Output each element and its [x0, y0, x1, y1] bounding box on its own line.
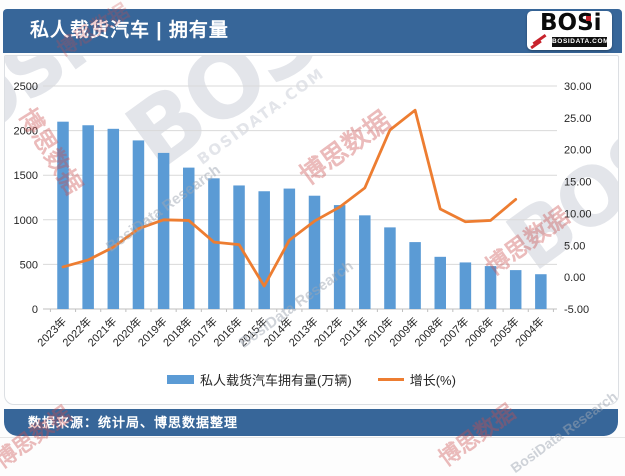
y-axis-right-tick-label: 30.00 [564, 81, 592, 93]
chart-panel: BOSi BOSIDATA.COM BOSi BOSi 0 500 1000 1500… [4, 55, 619, 405]
bar [107, 128, 120, 309]
chart-canvas: 0 500 1000 1500 2000 2500 -5.00 0.00 5.00 10.00 15… [14, 81, 592, 349]
bar [434, 256, 446, 309]
bar [535, 274, 547, 309]
y-axis-left-tick-label: 1000 [14, 215, 38, 227]
y-axis-left-tick-label: 500 [20, 259, 38, 271]
logo-wordmark: BOSi [540, 11, 602, 36]
x-axis-label: 2004年 [512, 314, 547, 349]
bar [459, 262, 472, 309]
logo-domain: BOSIDATA.COM [552, 37, 610, 47]
bar [82, 125, 94, 309]
y-axis-right-tick-label: 15.00 [564, 177, 592, 189]
bar [484, 266, 497, 309]
header-bar: 私人载货汽车 | 拥有量 BOSi BOSIDATA.COM [3, 9, 622, 53]
bar [359, 215, 371, 309]
bosi-logo: BOSi BOSIDATA.COM [527, 11, 612, 50]
bar [183, 167, 195, 309]
bar [509, 270, 522, 309]
bar [132, 140, 145, 309]
data-source-note: 数据来源：统计局、博思数据整理 [28, 415, 239, 430]
bar [308, 195, 321, 309]
y-axis-left-tick-label: 2500 [14, 81, 38, 93]
y-axis-right-tick-label: 10.00 [564, 208, 592, 220]
y-axis-left-tick-label: 2000 [14, 126, 38, 138]
y-axis-right-tick-label: -5.00 [564, 304, 589, 316]
legend-line-label: 增长(%) [409, 373, 456, 388]
chart-legend: 私人载货汽车拥有量(万辆) 增长(%) [5, 370, 618, 389]
y-axis-left-tick-label: 0 [32, 304, 38, 316]
y-axis-right-tick-label: 25.00 [564, 113, 592, 125]
legend-bar-swatch [167, 375, 195, 384]
y-axis-right-tick-label: 20.00 [564, 145, 592, 157]
bar [208, 178, 220, 309]
legend-item-bars: 私人载货汽车拥有量(万辆) [167, 370, 352, 389]
legend-line-swatch [377, 378, 404, 381]
y-axis-right-tick-label: 5.00 [564, 240, 585, 252]
footer-bar: 数据来源：统计局、博思数据整理 [4, 409, 618, 436]
bar [157, 152, 170, 309]
y-axis-right-tick-label: 0.00 [564, 272, 585, 284]
logo-stripe-icon [530, 39, 542, 50]
y-axis-left-tick-label: 1500 [14, 170, 38, 182]
bar [283, 188, 296, 309]
bar [57, 121, 69, 310]
page-title: 私人载货汽车 | 拥有量 [30, 20, 229, 41]
growth-line [61, 108, 518, 288]
legend-bar-label: 私人载货汽车拥有量(万辆) [200, 373, 352, 388]
bar [409, 242, 421, 309]
bar [384, 227, 396, 309]
legend-item-line: 增长(%) [377, 370, 456, 389]
logo-dot-icon [586, 16, 591, 21]
bar [258, 191, 270, 309]
bar [333, 205, 346, 309]
